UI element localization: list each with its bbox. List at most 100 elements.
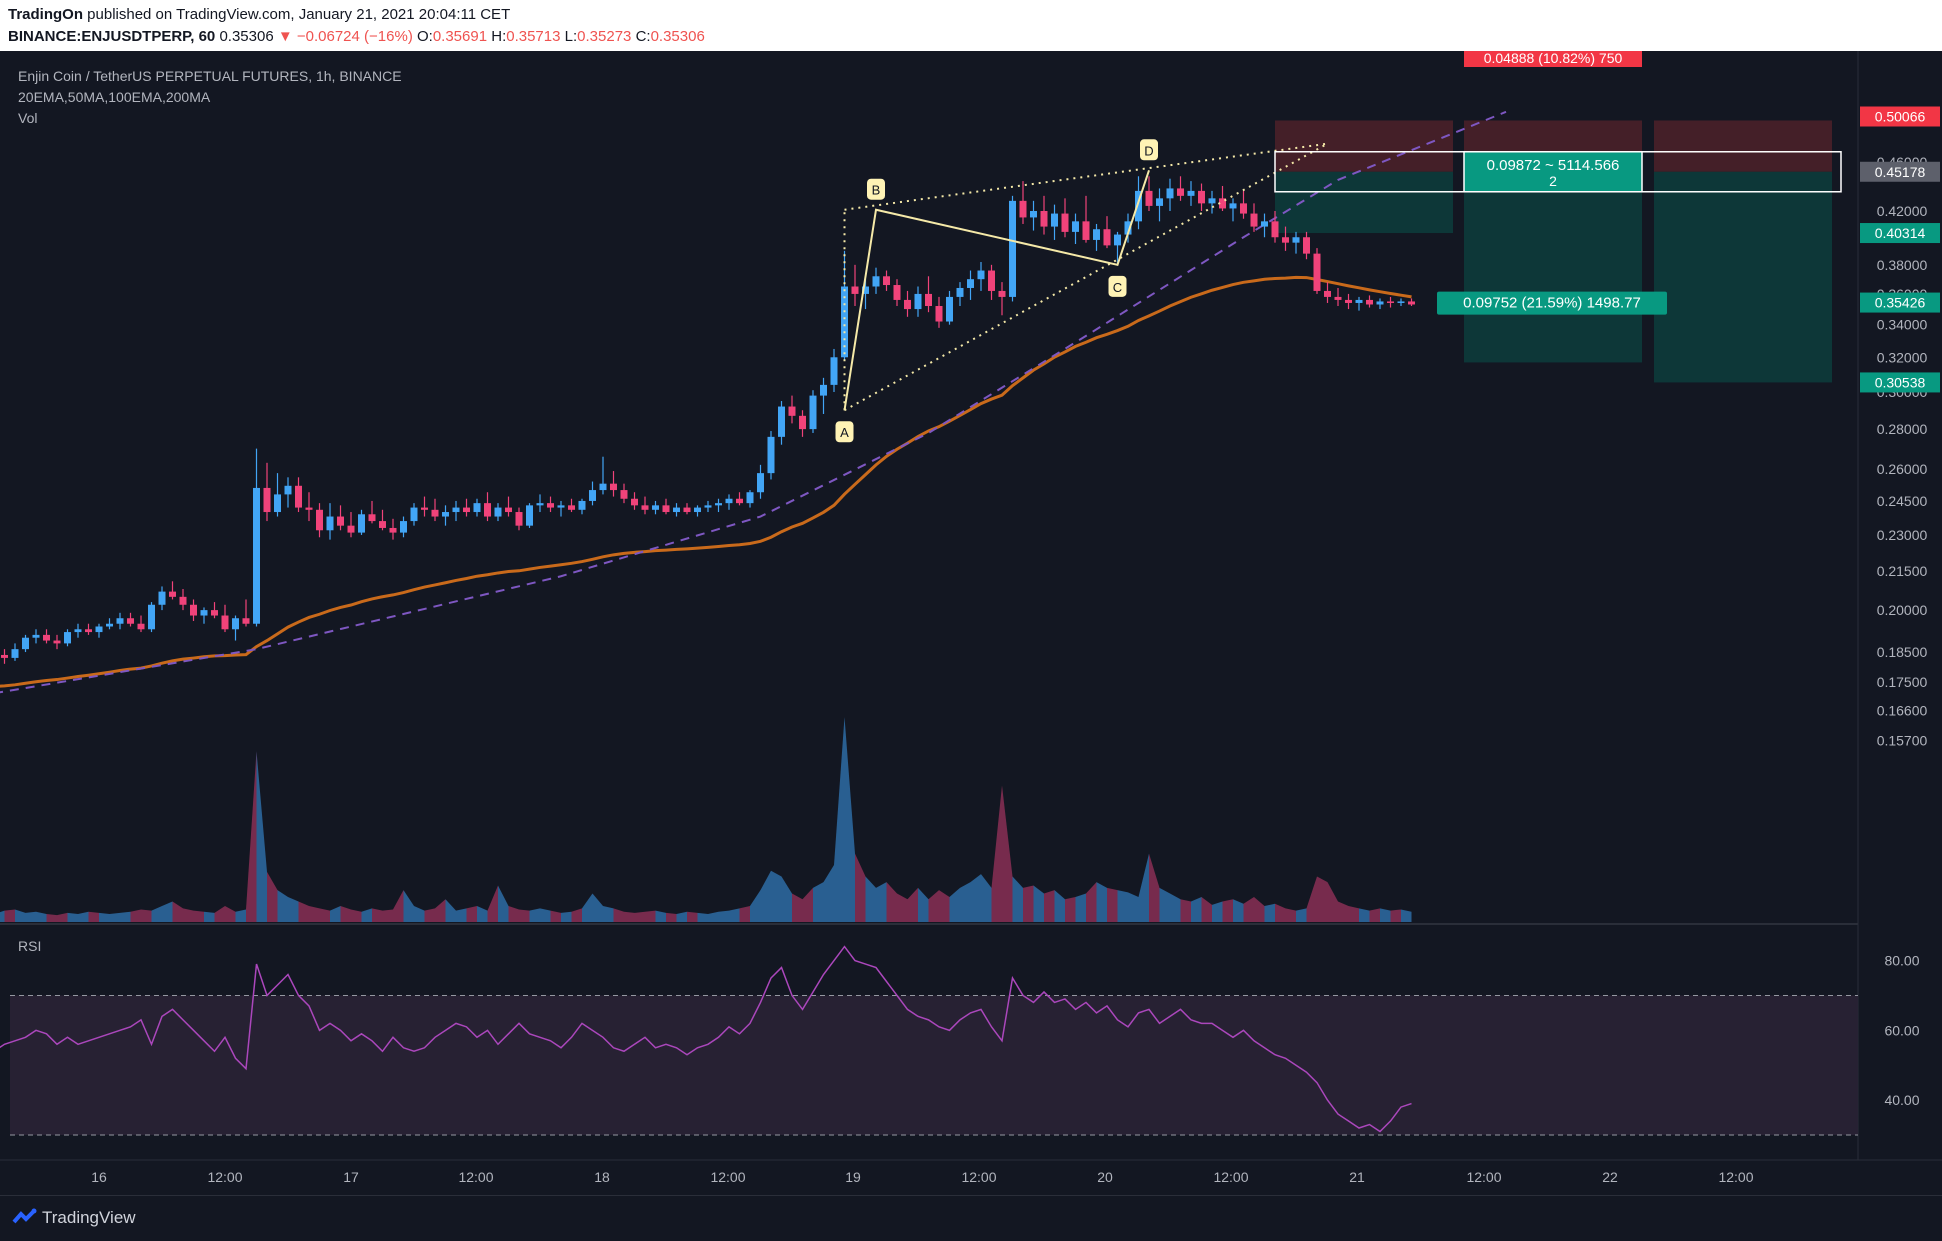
candle-body xyxy=(862,286,869,294)
volume-bar xyxy=(813,882,824,922)
volume-bar xyxy=(361,908,372,922)
volume-bar xyxy=(309,906,320,922)
volume-bar xyxy=(918,887,929,922)
y-tick-label: 0.16600 xyxy=(1877,702,1928,718)
candle-body xyxy=(925,293,932,307)
entry-label: 0.09872 ~ 5114.566 xyxy=(1487,157,1620,174)
candle-body xyxy=(736,498,743,504)
price-tag-label: 0.45178 xyxy=(1875,164,1926,180)
pattern-point-badge xyxy=(835,421,854,443)
volume-bar xyxy=(372,908,383,922)
volume-bar xyxy=(78,911,89,922)
volume-bar xyxy=(1117,890,1128,922)
pattern-legs xyxy=(843,169,1150,411)
rsi-legend[interactable]: RSI xyxy=(18,938,41,954)
volume-legend[interactable]: Vol xyxy=(18,110,37,126)
chart-title[interactable]: Enjin Coin / TetherUS PERPETUAL FUTURES,… xyxy=(18,68,402,84)
candle-body xyxy=(358,514,365,533)
moving-averages xyxy=(0,110,1507,694)
volume-bar xyxy=(1306,876,1317,922)
volume-bar xyxy=(981,874,992,922)
rsi-band xyxy=(10,995,1858,1135)
candle-body xyxy=(536,503,544,506)
candle-body xyxy=(557,505,565,508)
candle-body xyxy=(137,623,145,630)
price-axis: 0.460000.420000.380000.360000.340000.320… xyxy=(1859,51,1942,924)
candle-body xyxy=(515,512,523,526)
candle-body xyxy=(1124,221,1132,235)
studies-legend[interactable]: 20EMA,50MA,100EMA,200MA xyxy=(18,89,211,105)
axis-bg xyxy=(1859,51,1942,924)
candle-body xyxy=(64,632,71,644)
low-label: L: xyxy=(564,28,578,45)
price-tag xyxy=(1860,292,1940,313)
footer-bar: TradingView xyxy=(0,1195,1942,1241)
candle-body xyxy=(421,507,428,510)
candle-body xyxy=(631,498,638,506)
x-tick-label: 12:00 xyxy=(1466,1169,1501,1185)
candle-body xyxy=(1166,188,1174,199)
volume-bar xyxy=(802,887,813,922)
candle-body xyxy=(452,507,460,513)
candle-body xyxy=(1177,188,1184,196)
volume-bar xyxy=(204,911,215,922)
candle-body xyxy=(85,629,92,633)
volume-bar xyxy=(1044,890,1055,922)
y-tick-label: 0.20000 xyxy=(1877,602,1928,618)
rsi-tick-label: 40.00 xyxy=(1884,1092,1919,1108)
pattern-point-label: B xyxy=(872,183,881,198)
candle-body xyxy=(221,615,229,630)
chart-area[interactable]: A B C D 0.04888 (10.82%) 750 0.09872 ~ 5114.… xyxy=(0,50,1942,1195)
volume-bar xyxy=(1348,906,1359,922)
candle-body xyxy=(326,516,334,531)
volume-bar xyxy=(1191,896,1202,922)
candle-body xyxy=(715,503,722,506)
volume-bar xyxy=(844,717,855,922)
volume-bar xyxy=(571,908,582,922)
volume-bar xyxy=(750,890,761,922)
candle-body xyxy=(95,626,103,633)
x-tick-label: 12:00 xyxy=(1718,1169,1753,1185)
candle-body xyxy=(683,507,691,513)
candle-body xyxy=(1082,221,1090,240)
candle-body xyxy=(1303,237,1310,254)
volume-bar xyxy=(193,910,204,922)
volume-bar xyxy=(1254,896,1265,922)
pattern-point-badge xyxy=(867,178,885,200)
y-tick-label: 0.28000 xyxy=(1877,421,1928,437)
volume-bar xyxy=(970,874,981,922)
candle-body xyxy=(610,483,617,491)
x-tick-label: 22 xyxy=(1602,1169,1618,1185)
candle-body xyxy=(431,509,439,517)
candle-body xyxy=(263,487,271,513)
last-price: 0.35306 xyxy=(219,28,274,45)
symbol-line: BINANCE:ENJUSDTPERP, 60 0.35306 ▼ −0.067… xyxy=(8,28,705,45)
x-tick-label: 17 xyxy=(343,1169,359,1185)
close-value: 0.35306 xyxy=(650,28,705,45)
volume-bar xyxy=(697,912,708,922)
close-label: C: xyxy=(635,28,651,45)
legend: Enjin Coin / TetherUS PERPETUAL FUTURES,… xyxy=(18,68,402,954)
loss-label-box xyxy=(1464,51,1642,67)
volume-bar xyxy=(592,893,603,922)
candle-body xyxy=(442,512,449,517)
volume-bar xyxy=(88,911,99,922)
tradingview-logo-icon[interactable] xyxy=(12,1208,38,1226)
chart-canvas[interactable]: A B C D 0.04888 (10.82%) 750 0.09872 ~ 5114.… xyxy=(0,50,1942,1195)
volume-bar xyxy=(1233,899,1244,922)
loss-label: 0.04888 (10.82%) 750 xyxy=(1484,51,1623,66)
candle-body xyxy=(746,492,754,504)
entry-line-box xyxy=(1274,151,1842,193)
tradingview-brand[interactable]: TradingView xyxy=(42,1208,136,1227)
pattern-point-label: C xyxy=(1113,280,1122,295)
abcd-pattern: A B C D xyxy=(835,139,1328,443)
ma-dashed-line xyxy=(0,110,1507,694)
candle-body xyxy=(673,507,680,513)
volume-bar xyxy=(214,906,225,922)
candle-body xyxy=(799,415,806,430)
volume-bar xyxy=(340,906,351,922)
publisher-name[interactable]: TradingOn xyxy=(8,6,83,23)
candle-body xyxy=(32,634,40,638)
candle-body xyxy=(946,296,953,322)
x-tick-label: 20 xyxy=(1097,1169,1113,1185)
